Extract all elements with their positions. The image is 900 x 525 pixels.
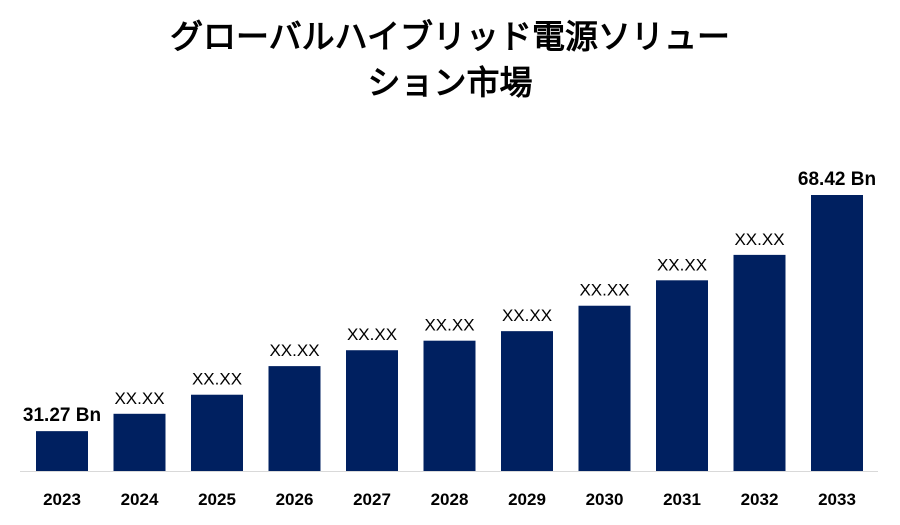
- x-tick-label-2032: 2032: [741, 490, 779, 509]
- bar-2025: [191, 394, 243, 471]
- x-tick-label-2031: 2031: [663, 490, 701, 509]
- x-tick-label-2033: 2033: [818, 490, 856, 509]
- x-tick-label-2028: 2028: [431, 490, 469, 509]
- bar-2031: [656, 280, 708, 471]
- bar-2030: [578, 305, 631, 471]
- data-label-2025: XX.XX: [192, 370, 242, 389]
- x-tick-label-2029: 2029: [508, 490, 546, 509]
- x-tick-label-2030: 2030: [586, 490, 624, 509]
- data-label-2029: XX.XX: [502, 306, 552, 325]
- bar-2027: [346, 350, 398, 471]
- bar-2033: [811, 195, 863, 471]
- data-label-2024: XX.XX: [114, 389, 164, 408]
- data-label-2023: 31.27 Bn: [23, 405, 101, 426]
- x-tick-label-2023: 2023: [43, 490, 81, 509]
- bar-2024: [113, 413, 166, 471]
- bar-2032: [733, 254, 786, 471]
- data-label-2030: XX.XX: [579, 281, 629, 300]
- bar-2029: [501, 331, 553, 471]
- bar-2028: [423, 340, 476, 471]
- data-label-2028: XX.XX: [424, 316, 474, 335]
- x-tick-label-2024: 2024: [121, 490, 159, 509]
- x-tick-label-2025: 2025: [198, 490, 236, 509]
- x-tick-label-2026: 2026: [276, 490, 314, 509]
- chart-title: グローバルハイブリッド電源ソリュー ション市場: [0, 14, 900, 106]
- data-label-2032: XX.XX: [734, 230, 784, 249]
- bar-2023: [36, 431, 88, 471]
- data-label-2026: XX.XX: [269, 341, 319, 360]
- x-tick-label-2027: 2027: [353, 490, 391, 509]
- bar-2026: [268, 366, 321, 471]
- data-label-2027: XX.XX: [347, 325, 397, 344]
- data-label-2033: 68.42 Bn: [798, 169, 876, 190]
- chart-title-line-1: グローバルハイブリッド電源ソリュー: [169, 17, 730, 56]
- data-label-2031: XX.XX: [657, 255, 707, 274]
- chart-title-line-2: ション市場: [367, 63, 533, 102]
